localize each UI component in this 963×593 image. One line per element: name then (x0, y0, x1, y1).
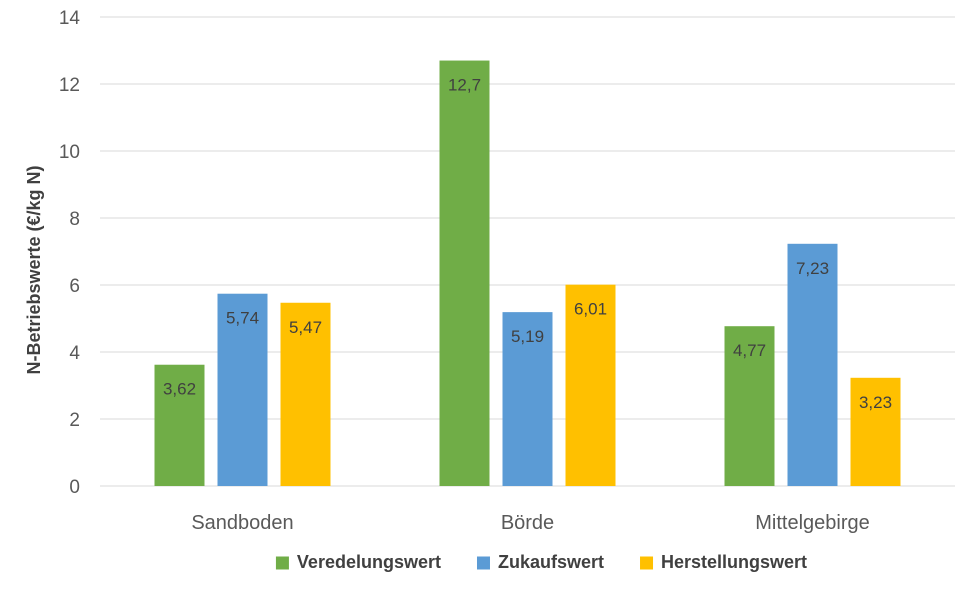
x-category-label: Mittelgebirge (755, 512, 870, 534)
bar-herstellungswert-0 (280, 302, 331, 486)
y-tick-label: 6 (69, 276, 80, 297)
data-label: 5,47 (289, 318, 322, 337)
bars (154, 60, 901, 487)
bar-veredelungswert-2 (724, 326, 775, 486)
bar-herstellungswert-1 (565, 284, 616, 486)
legend-item: Zukaufswert (476, 552, 604, 572)
legend-item: Veredelungswert (275, 552, 441, 572)
data-label: 3,23 (859, 393, 892, 412)
y-tick-label: 2 (69, 410, 80, 431)
y-tick-label: 10 (59, 142, 80, 163)
data-label: 12,7 (448, 76, 481, 95)
data-label: 5,74 (226, 309, 259, 328)
bar-veredelungswert-1 (439, 60, 490, 487)
legend-label: Zukaufswert (498, 552, 604, 572)
bar-zukaufswert-2 (787, 243, 838, 486)
data-label: 7,23 (796, 259, 829, 278)
x-category-label: Börde (501, 512, 554, 534)
y-axis-ticks: 0 2 4 6 8 10 12 14 (59, 8, 81, 498)
x-category-label: Sandboden (191, 512, 293, 534)
data-label: 6,01 (574, 300, 607, 319)
data-label: 4,77 (733, 341, 766, 360)
bar-zukaufswert-0 (217, 293, 268, 486)
bar-veredelungswert-0 (154, 364, 205, 486)
x-axis-categories: Sandboden Börde Mittelgebirge (191, 512, 869, 534)
legend-label: Veredelungswert (297, 552, 441, 572)
legend-swatch (275, 556, 289, 570)
legend-item: Herstellungswert (640, 552, 807, 572)
data-labels: 3,62 5,74 5,47 12,7 5,19 6,01 4,77 7,23 3,23 (163, 76, 892, 412)
data-label: 3,62 (163, 380, 196, 399)
legend: Veredelungswert Zukaufswert Herstellungswe… (275, 552, 807, 572)
y-tick-label: 8 (69, 209, 80, 230)
y-axis-label: N-Betriebswerte (€/kg N) (24, 165, 44, 374)
bar-zukaufswert-1 (502, 312, 553, 486)
y-tick-label: 4 (69, 343, 80, 364)
y-tick-label: 0 (69, 477, 80, 498)
y-tick-label: 14 (59, 8, 81, 29)
legend-label: Herstellungswert (661, 552, 807, 572)
legend-swatch (476, 556, 490, 570)
bar-herstellungswert-2 (850, 377, 901, 486)
legend-swatch (640, 556, 654, 570)
y-tick-label: 12 (59, 75, 80, 96)
data-label: 5,19 (511, 327, 544, 346)
